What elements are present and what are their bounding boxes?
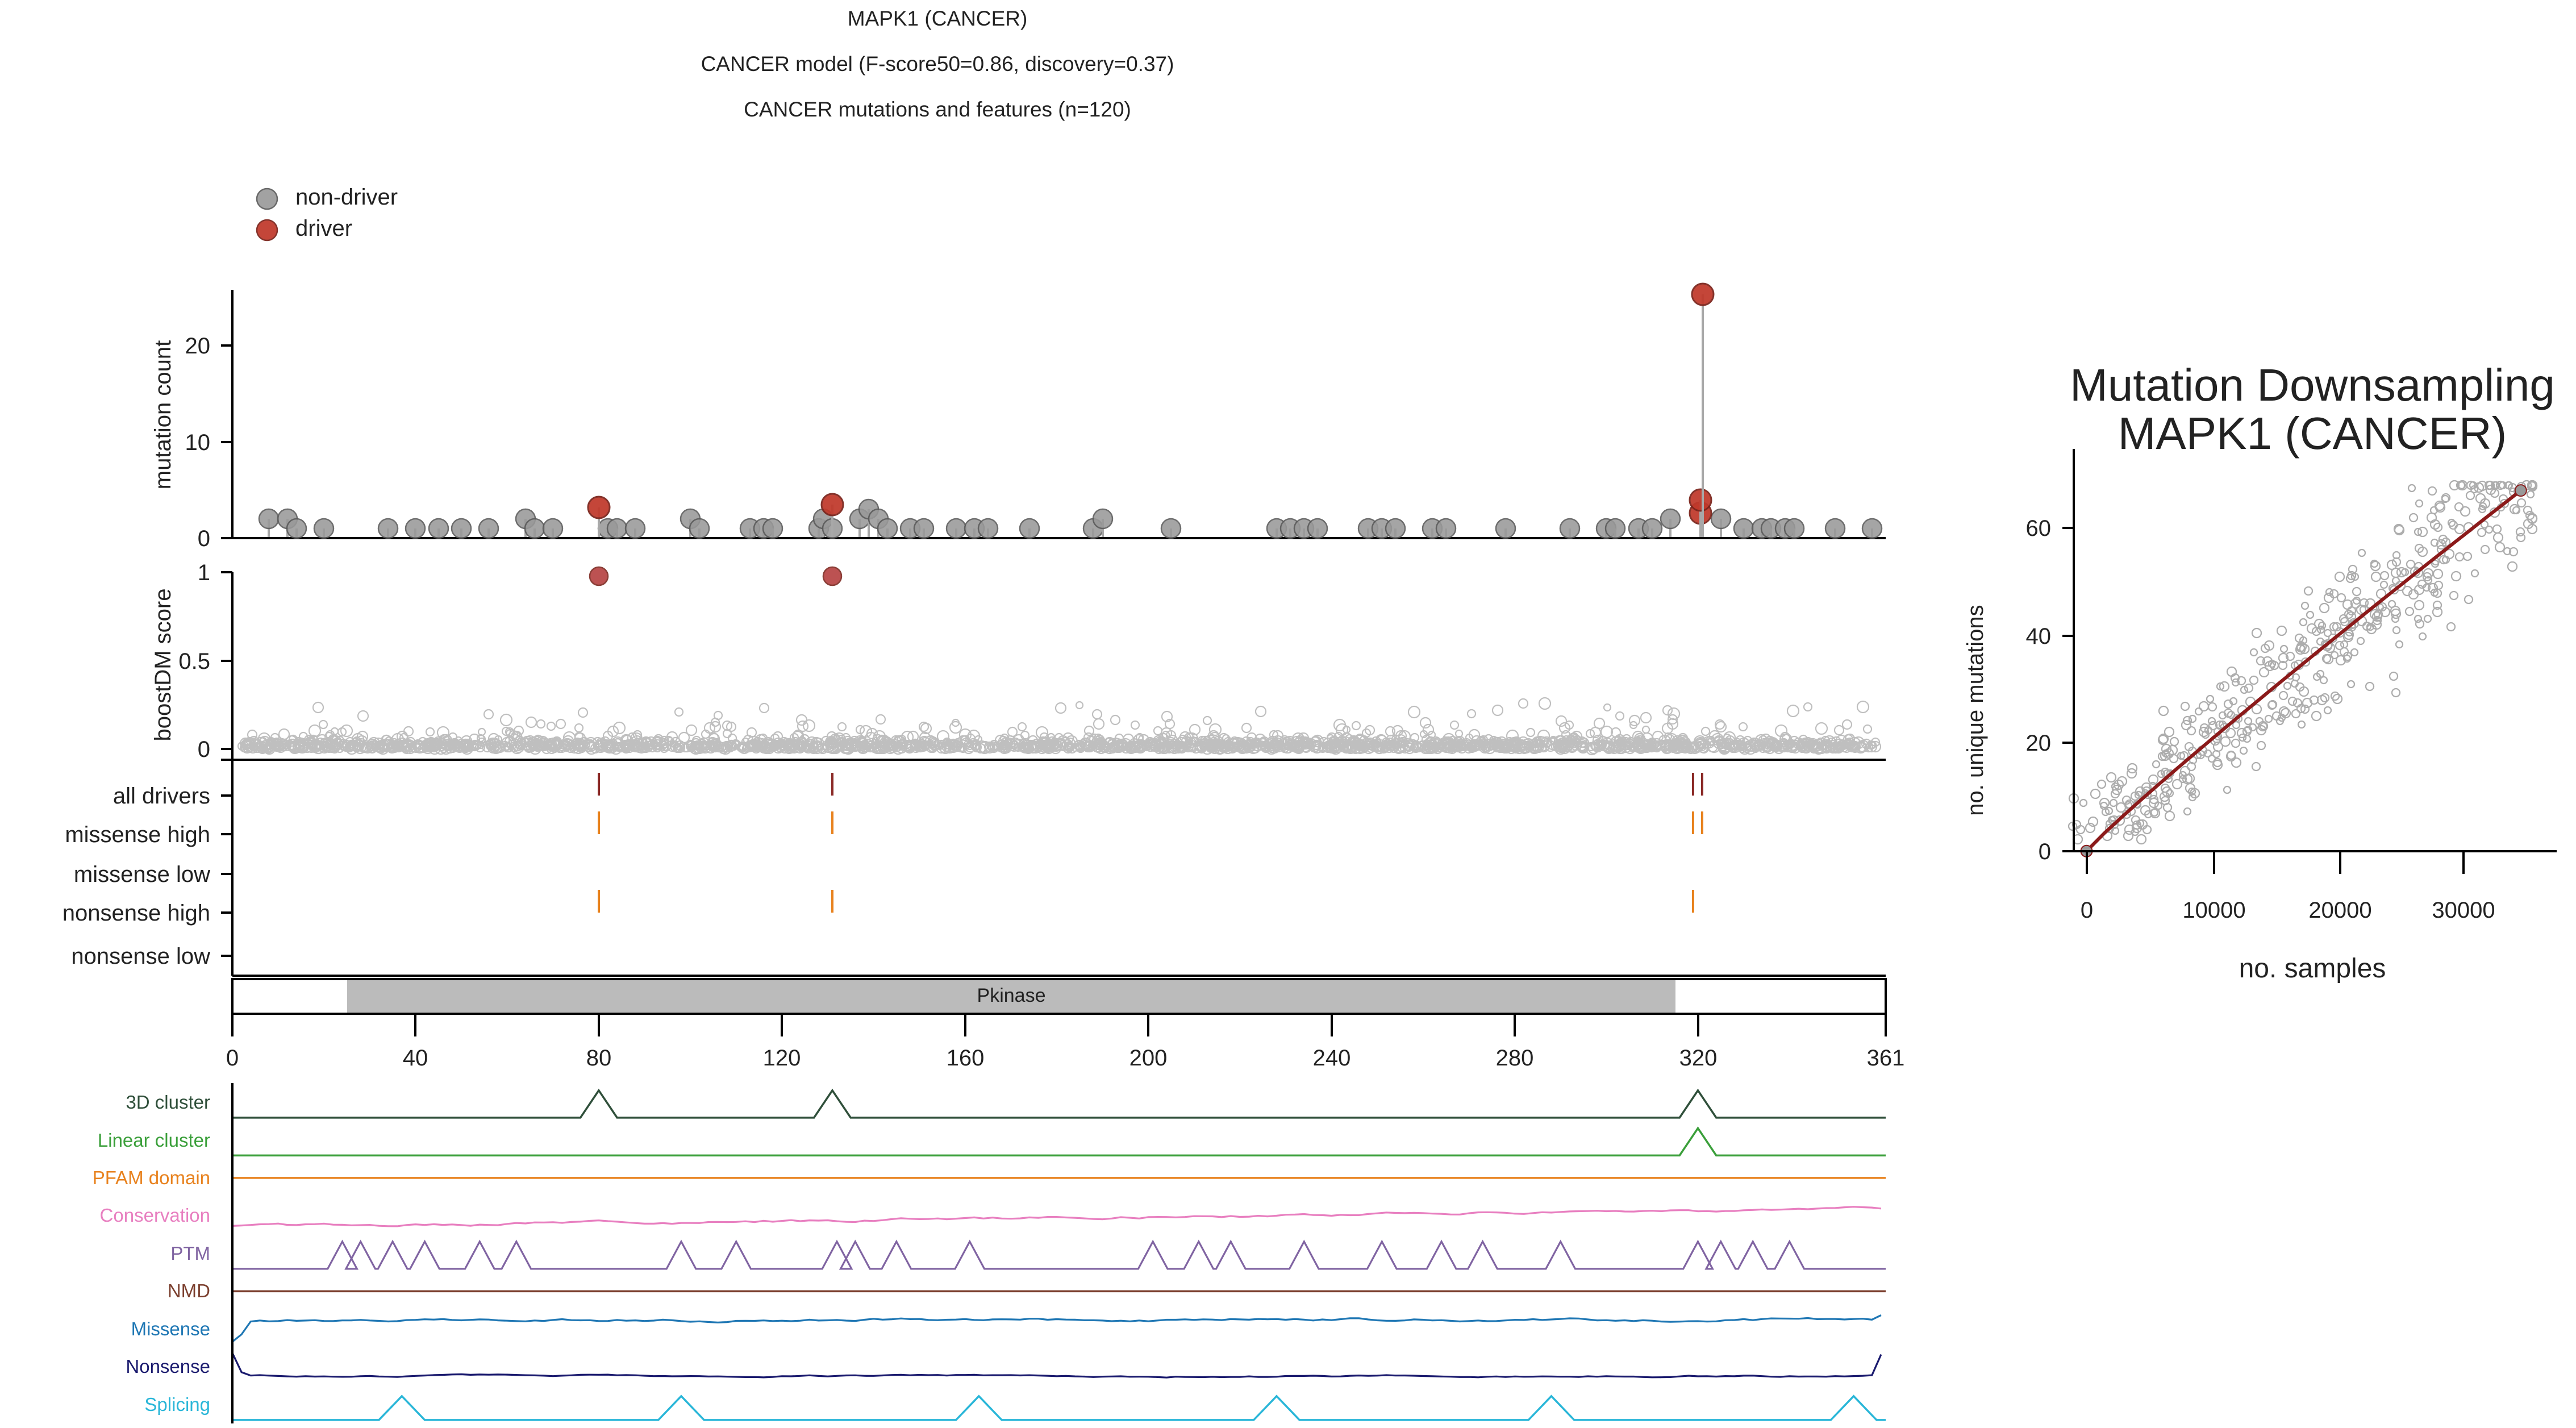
svg-text:120: 120 <box>763 1046 801 1071</box>
svg-text:missense low: missense low <box>74 862 210 887</box>
svg-text:1: 1 <box>198 560 210 585</box>
svg-text:0: 0 <box>198 526 210 551</box>
svg-text:all drivers: all drivers <box>113 784 210 809</box>
svg-text:PFAM domain: PFAM domain <box>93 1167 210 1188</box>
svg-text:320: 320 <box>1679 1046 1718 1071</box>
svg-text:240: 240 <box>1313 1046 1351 1071</box>
svg-text:PTM: PTM <box>170 1243 210 1264</box>
svg-text:Splicing: Splicing <box>144 1394 210 1415</box>
svg-text:Mutation Downsampling: Mutation Downsampling <box>2070 360 2555 410</box>
svg-text:Nonsense: Nonsense <box>126 1356 210 1377</box>
svg-text:0.5: 0.5 <box>178 649 210 674</box>
svg-text:0: 0 <box>2039 839 2051 864</box>
svg-text:361: 361 <box>1867 1046 1905 1071</box>
svg-text:MAPK1 (CANCER): MAPK1 (CANCER) <box>2118 408 2507 459</box>
svg-text:60: 60 <box>2026 516 2052 541</box>
svg-text:0: 0 <box>226 1046 239 1071</box>
svg-text:40: 40 <box>403 1046 428 1071</box>
svg-text:280: 280 <box>1496 1046 1534 1071</box>
svg-text:boostDM score: boostDM score <box>151 589 176 742</box>
svg-text:30000: 30000 <box>2432 898 2495 923</box>
svg-text:nonsense high: nonsense high <box>62 901 210 926</box>
svg-text:missense high: missense high <box>65 822 210 847</box>
svg-text:Missense: Missense <box>131 1318 210 1339</box>
svg-text:mutation count: mutation count <box>151 340 176 489</box>
svg-text:40: 40 <box>2026 624 2052 649</box>
svg-text:Linear cluster: Linear cluster <box>98 1130 210 1151</box>
svg-text:10: 10 <box>185 430 211 455</box>
svg-text:200: 200 <box>1129 1046 1168 1071</box>
svg-text:3D cluster: 3D cluster <box>126 1092 210 1113</box>
svg-text:NMD: NMD <box>168 1280 210 1301</box>
svg-text:20000: 20000 <box>2308 898 2371 923</box>
svg-text:no. samples: no. samples <box>2239 954 2386 984</box>
svg-text:0: 0 <box>198 737 210 762</box>
svg-text:Pkinase: Pkinase <box>977 985 1046 1006</box>
svg-text:10000: 10000 <box>2182 898 2245 923</box>
svg-text:160: 160 <box>947 1046 985 1071</box>
svg-text:80: 80 <box>586 1046 612 1071</box>
svg-text:0: 0 <box>2081 898 2093 923</box>
svg-text:20: 20 <box>2026 731 2052 756</box>
svg-text:20: 20 <box>185 334 211 359</box>
svg-text:no. unique mutations: no. unique mutations <box>1963 605 1988 815</box>
svg-text:nonsense low: nonsense low <box>71 944 210 969</box>
svg-text:Conservation: Conservation <box>100 1205 210 1226</box>
